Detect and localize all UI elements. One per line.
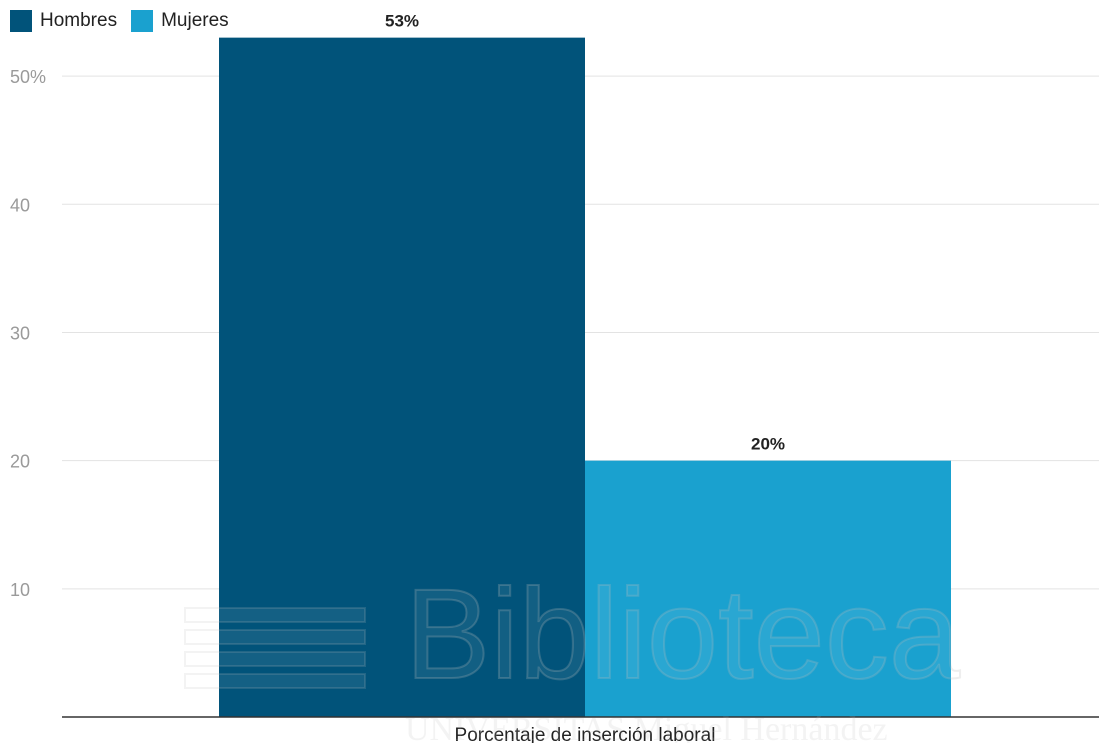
legend-swatch-mujeres [131, 10, 154, 32]
legend-swatch-hombres [10, 10, 32, 32]
bar-hombres [219, 37, 585, 718]
y-tick-label: 10 [10, 580, 30, 600]
legend-label-hombres: Hombres [40, 10, 118, 31]
y-tick-label: 50% [10, 67, 46, 87]
chart-legend: Hombres Mujeres [10, 10, 243, 32]
legend-item-mujeres[interactable]: Mujeres [131, 10, 229, 32]
y-tick-label: 40 [10, 195, 30, 215]
y-tick-label: 20 [10, 452, 30, 472]
data-label-mujeres: 20% [751, 435, 785, 454]
x-category-label: Porcentaje de inserción laboral [455, 725, 716, 743]
legend-label-mujeres: Mujeres [161, 10, 229, 31]
bar-mujeres [585, 460, 951, 717]
data-label-hombres: 53% [385, 12, 419, 31]
y-tick-label: 30 [10, 323, 30, 343]
legend-item-hombres[interactable]: Hombres [10, 10, 117, 32]
